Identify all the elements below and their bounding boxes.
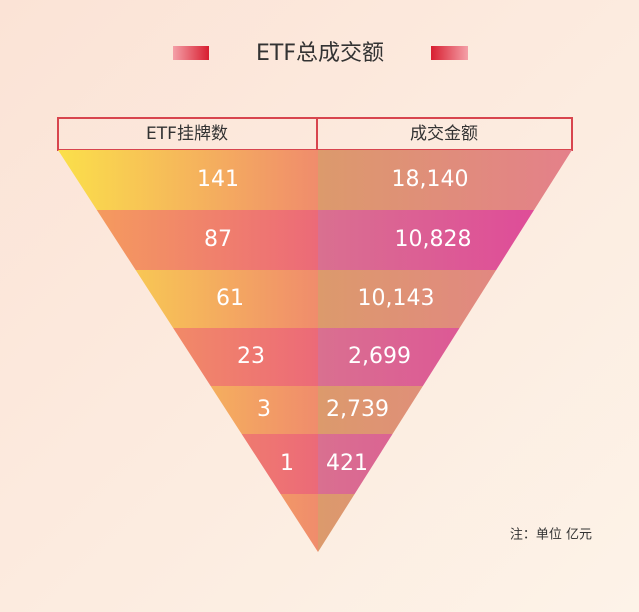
band-left (58, 150, 318, 210)
labels: 141 18,140 87 10,828 61 10,143 23 2,699 3 2,739 1 4… (197, 167, 471, 476)
decoration (431, 46, 468, 60)
etf-count: 141 (197, 167, 239, 192)
turnover: 421 (326, 451, 368, 476)
turnover: 2,739 (326, 397, 389, 422)
band-right (318, 150, 572, 210)
turnover: 10,828 (395, 227, 472, 252)
header: 成交金额 (410, 124, 478, 144)
etf-count: 1 (280, 451, 294, 476)
etf-count: 23 (237, 344, 265, 369)
turnover: 2,699 (348, 344, 411, 369)
etf-count: 61 (216, 286, 244, 311)
decoration (173, 46, 209, 60)
turnover: 18,140 (392, 167, 469, 192)
title: ETF总成交额 (256, 41, 384, 66)
etf-count: 87 (204, 227, 232, 252)
note: 注：单位 亿元 (510, 528, 592, 543)
header: ETF挂牌数 (146, 124, 228, 144)
turnover: 10,143 (358, 286, 435, 311)
etf-count: 3 (257, 397, 271, 422)
